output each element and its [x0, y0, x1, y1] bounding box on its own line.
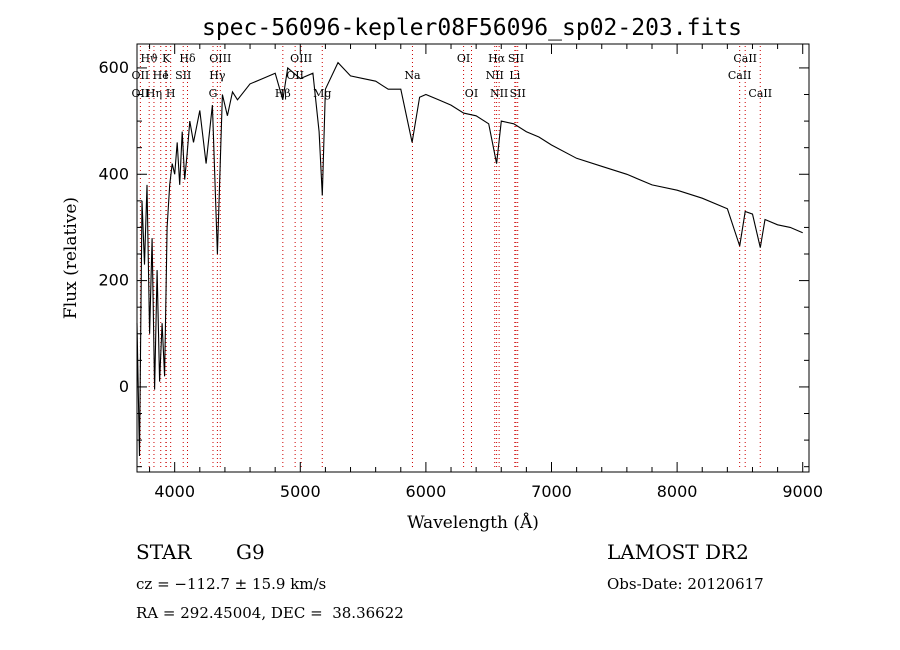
line-label-1: K — [162, 52, 171, 65]
y-tick-label-600: 600 — [98, 58, 129, 77]
spectrum-line — [136, 61, 803, 457]
object-subclass: G9 — [236, 540, 265, 564]
line-label-12: SII — [175, 69, 191, 82]
x-tick-label-6000: 6000 — [406, 482, 447, 501]
y-tick-label-200: 200 — [98, 271, 129, 290]
line-label-7: SII — [508, 52, 524, 65]
y-axis-label: Flux (relative) — [61, 197, 81, 319]
line-label-27: SII — [510, 87, 526, 100]
x-tick-label-4000: 4000 — [154, 482, 195, 501]
line-label-2: Hδ — [179, 52, 196, 65]
line-label-15: Na — [404, 69, 421, 82]
line-label-17: Li — [509, 69, 520, 82]
line-label-22: G — [209, 87, 218, 100]
line-label-6: Hα — [488, 52, 506, 65]
line-label-19: OII — [132, 87, 150, 100]
plot-frame — [136, 43, 810, 473]
line-label-3: OIII — [209, 52, 231, 65]
line-label-25: OI — [465, 87, 478, 100]
line-label-23: Hβ — [275, 87, 291, 100]
line-label-10: He — [153, 69, 169, 82]
line-label-5: OI — [457, 52, 470, 65]
coordinates: RA = 292.45004, DEC = 38.36622 — [136, 604, 404, 622]
line-label-4: OIII — [290, 52, 312, 65]
line-label-20: Hη — [146, 87, 162, 100]
line-label-14: OII — [286, 69, 304, 82]
observation-date: Obs-Date: 20120617 — [607, 575, 764, 593]
x-tick-label-8000: 8000 — [657, 482, 698, 501]
line-label-24: Mg — [313, 87, 331, 100]
line-label-13: Hγ — [209, 69, 226, 82]
x-axis-ticks: 4000 5000 6000 7000 8000 9000 — [149, 44, 823, 501]
survey-name: LAMOST DR2 — [607, 540, 749, 564]
redshift-velocity: cz = −112.7 ± 15.9 km/s — [136, 575, 327, 593]
x-tick-label-7000: 7000 — [531, 482, 572, 501]
line-label-18: CaII — [728, 69, 752, 82]
line-label-0: Hϑ — [140, 52, 158, 65]
spectral-line-markers — [139, 46, 761, 470]
line-label-9: OII — [132, 69, 150, 82]
chart-title: spec-56096-kepler08F56096_sp02-203.fits — [202, 15, 742, 41]
x-axis-label: Wavelength (Å) — [407, 512, 539, 533]
x-tick-label-9000: 9000 — [782, 482, 823, 501]
y-tick-label-400: 400 — [98, 164, 129, 183]
line-label-28: CaII — [748, 87, 772, 100]
line-label-8: CaII — [733, 52, 757, 65]
line-label-16: NII — [486, 69, 504, 82]
object-class: STAR — [136, 540, 192, 564]
y-axis-ticks: 0 200 400 600 — [98, 58, 809, 468]
line-label-21: H — [166, 87, 176, 100]
line-label-26: NII — [490, 87, 508, 100]
line-label-11: I — [164, 69, 168, 82]
x-tick-label-5000: 5000 — [280, 482, 321, 501]
y-tick-label-0: 0 — [119, 377, 129, 396]
